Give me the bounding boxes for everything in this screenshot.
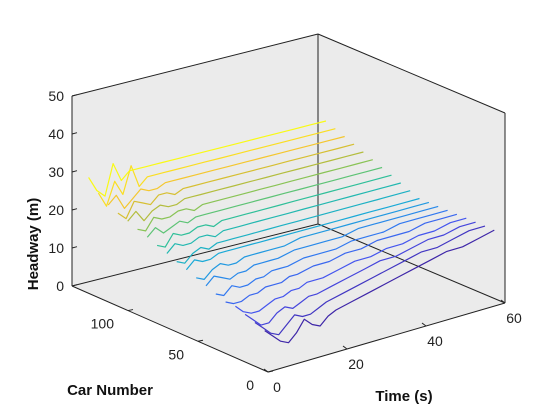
z-tick-label: 50 [48, 88, 64, 104]
z-tick-label: 0 [56, 278, 64, 294]
time-tick-label: 40 [427, 333, 443, 349]
headway-line-car-8 [264, 229, 495, 344]
headway-line-car-57 [196, 201, 430, 280]
headway-line-car-22 [244, 221, 476, 326]
z-tick-mark [71, 94, 78, 97]
time-axis-label: Time (s) [375, 388, 432, 405]
z-tick-label: 10 [48, 240, 64, 256]
car-tick-label: 0 [246, 377, 254, 393]
edge-right-top [317, 33, 506, 114]
headway-line-car-78 [166, 182, 401, 254]
z-tick-label: 40 [48, 126, 64, 142]
time-tick-mark [342, 345, 348, 350]
headway-line-car-99 [137, 159, 373, 232]
z-tick-mark [71, 208, 78, 211]
edge-right-bottom [317, 223, 506, 304]
headway-series-lines [88, 120, 495, 344]
headway-line-car-64 [185, 197, 420, 271]
time-tick-mark [421, 322, 427, 327]
headway-line-car-29 [235, 217, 467, 314]
time-tick-mark [263, 368, 269, 373]
car-tick-label: 100 [91, 316, 115, 332]
car-tick-mark [197, 339, 204, 342]
headway-line-car-85 [156, 174, 392, 248]
back-pane-car-max [72, 34, 318, 286]
car-tick-mark [267, 370, 274, 373]
car-tick-label: 50 [168, 346, 184, 362]
time-tick-label: 0 [273, 379, 281, 395]
headway-line-car-113 [117, 143, 355, 220]
time-tick-mark [500, 299, 506, 304]
headway-line-car-50 [205, 205, 439, 287]
z-tick-label: 30 [48, 164, 64, 180]
headway-line-car-120 [107, 135, 345, 209]
headway-line-car-15 [254, 225, 486, 336]
axis-ticks: 0 10 20 30 40 50 0 20 40 60 0 50 100 [48, 88, 522, 395]
headway-line-car-127 [97, 128, 336, 207]
edge-front-car [71, 285, 269, 373]
z-tick-mark [71, 284, 78, 287]
headway-line-car-36 [225, 213, 458, 305]
floor-pane [72, 224, 505, 372]
edge-back-bottom [71, 223, 319, 287]
time-tick-label: 60 [506, 310, 522, 326]
z-tick-mark [71, 132, 78, 135]
car-number-axis-label: Car Number [67, 382, 153, 399]
headway-line-car-134 [88, 120, 327, 197]
edge-back-top [71, 33, 319, 97]
headway-line-car-92 [146, 166, 383, 238]
headway-line-car-106 [127, 151, 364, 222]
z-axis-label: Headway (m) [25, 198, 42, 291]
z-tick-mark [71, 246, 78, 249]
edge-front-time [267, 302, 506, 373]
headway-line-car-43 [215, 209, 448, 297]
z-tick-label: 20 [48, 202, 64, 218]
headway-line-car-71 [176, 190, 411, 264]
z-tick-mark [71, 170, 78, 173]
car-tick-mark [127, 309, 134, 312]
time-tick-label: 20 [348, 356, 364, 372]
